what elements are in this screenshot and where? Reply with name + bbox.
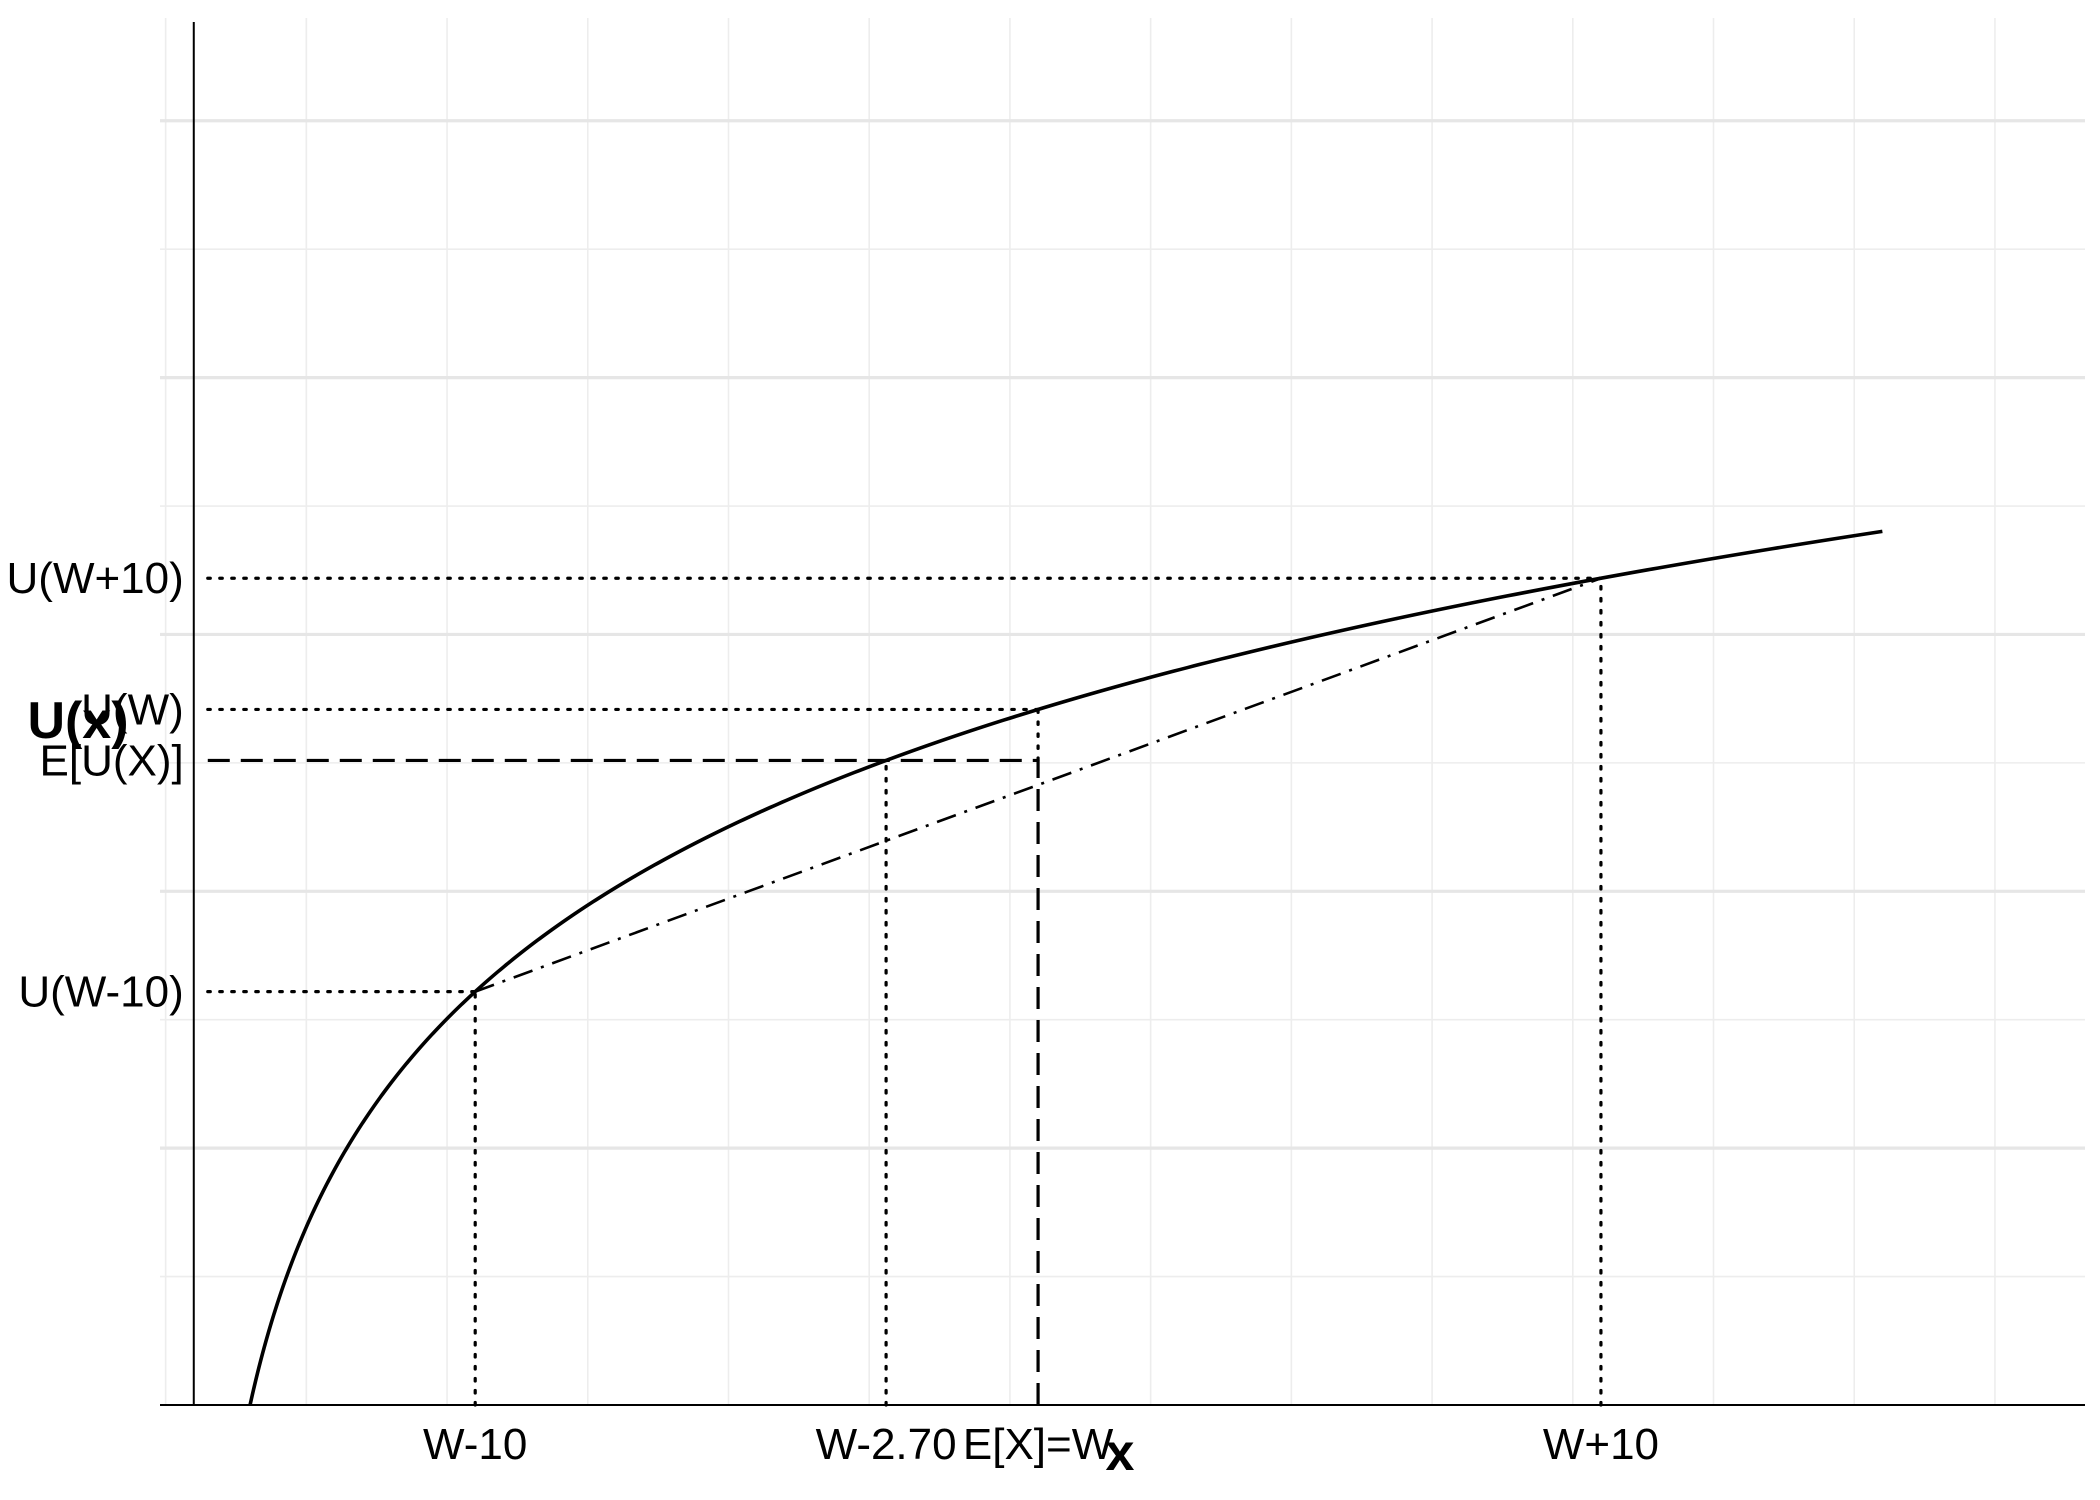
x-tick-label: W+10 (1543, 1420, 1659, 1469)
x-axis-title: x (1106, 1424, 1135, 1482)
x-tick-label: W-2.70 (816, 1420, 957, 1469)
y-tick-label: U(W-10) (18, 968, 183, 1017)
axes (160, 22, 2085, 1406)
utility-curve (248, 529, 1883, 1406)
y-axis-title: U(x) (27, 692, 128, 750)
guide-lines (206, 576, 1603, 1407)
series (248, 529, 1883, 1406)
tick-labels: W-10 W-2.70 E[X]=W W+10U(W+10)U(W)E[U(X)]U(… (7, 554, 1659, 1469)
expected-utility-chord (474, 576, 1602, 993)
x-tick-label: E[X]=W (963, 1420, 1114, 1469)
y-tick-label: U(W) (81, 685, 184, 734)
x-tick-label: W-10 (423, 1420, 527, 1469)
y-tick-label: E[U(X)] (40, 736, 184, 785)
grid (160, 18, 2085, 1405)
y-tick-label: U(W+10) (7, 554, 184, 603)
